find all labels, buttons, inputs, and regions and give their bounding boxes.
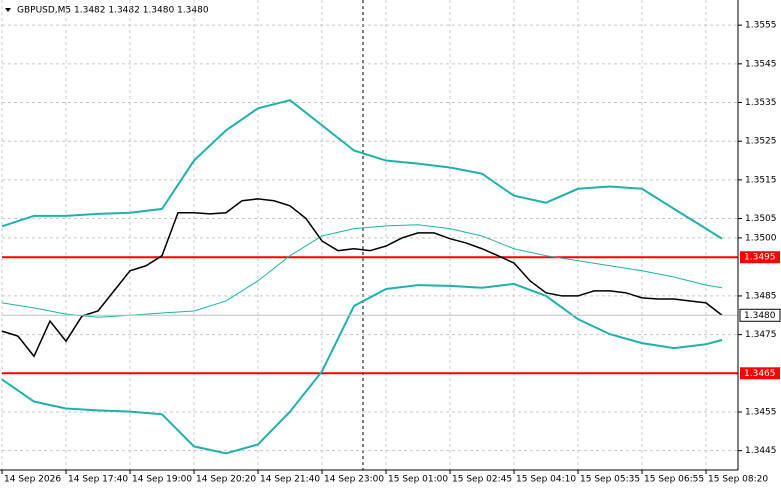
y-tick-label: 1.3535 — [745, 98, 777, 108]
y-tick-label: 1.3555 — [745, 21, 777, 31]
x-tick-label: 14 Sep 17:40 — [68, 475, 128, 485]
series-line — [1, 198, 723, 358]
y-tick-label: 1.3515 — [745, 175, 777, 185]
y-tick-label: 1.3525 — [745, 137, 777, 147]
level-label-box — [740, 367, 780, 380]
y-tick-label: 1.3455 — [745, 407, 777, 417]
title-arrow — [5, 8, 11, 12]
x-tick-label: 14 Sep 20:20 — [196, 475, 256, 485]
y-tick-label: 1.3505 — [745, 214, 777, 224]
y-tick-label: 1.3475 — [745, 330, 777, 340]
x-tick-label: 14 Sep 23:00 — [324, 475, 384, 485]
last-price-label: 1.3480 — [744, 311, 776, 321]
y-tick-label: 1.3545 — [745, 59, 777, 69]
x-tick-label: 15 Sep 06:55 — [644, 475, 704, 485]
level-label: 1.3465 — [744, 369, 776, 379]
level-label: 1.3495 — [744, 253, 776, 263]
x-tick-label: 15 Sep 02:45 — [452, 475, 512, 485]
x-tick-label: 14 Sep 2026 — [4, 475, 61, 485]
x-tick-label: 14 Sep 21:40 — [260, 475, 320, 485]
x-tick-label: 15 Sep 01:00 — [388, 475, 448, 485]
last-price-box — [739, 308, 781, 322]
level-label-box — [740, 251, 780, 264]
x-tick-label: 15 Sep 08:20 — [708, 475, 768, 485]
x-tick-label: 14 Sep 19:00 — [132, 475, 192, 485]
x-tick-label: 15 Sep 05:35 — [580, 475, 640, 485]
y-tick-label: 1.3485 — [745, 291, 777, 301]
chart-title: GBPUSD,M5 1.3482 1.3482 1.3480 1.3480 — [17, 6, 209, 16]
y-tick-label: 1.3445 — [745, 446, 777, 456]
series-line — [1, 99, 723, 240]
series-line — [1, 282, 723, 455]
y-tick-label: 1.3500 — [745, 233, 777, 243]
x-tick-label: 15 Sep 04:10 — [516, 475, 576, 485]
